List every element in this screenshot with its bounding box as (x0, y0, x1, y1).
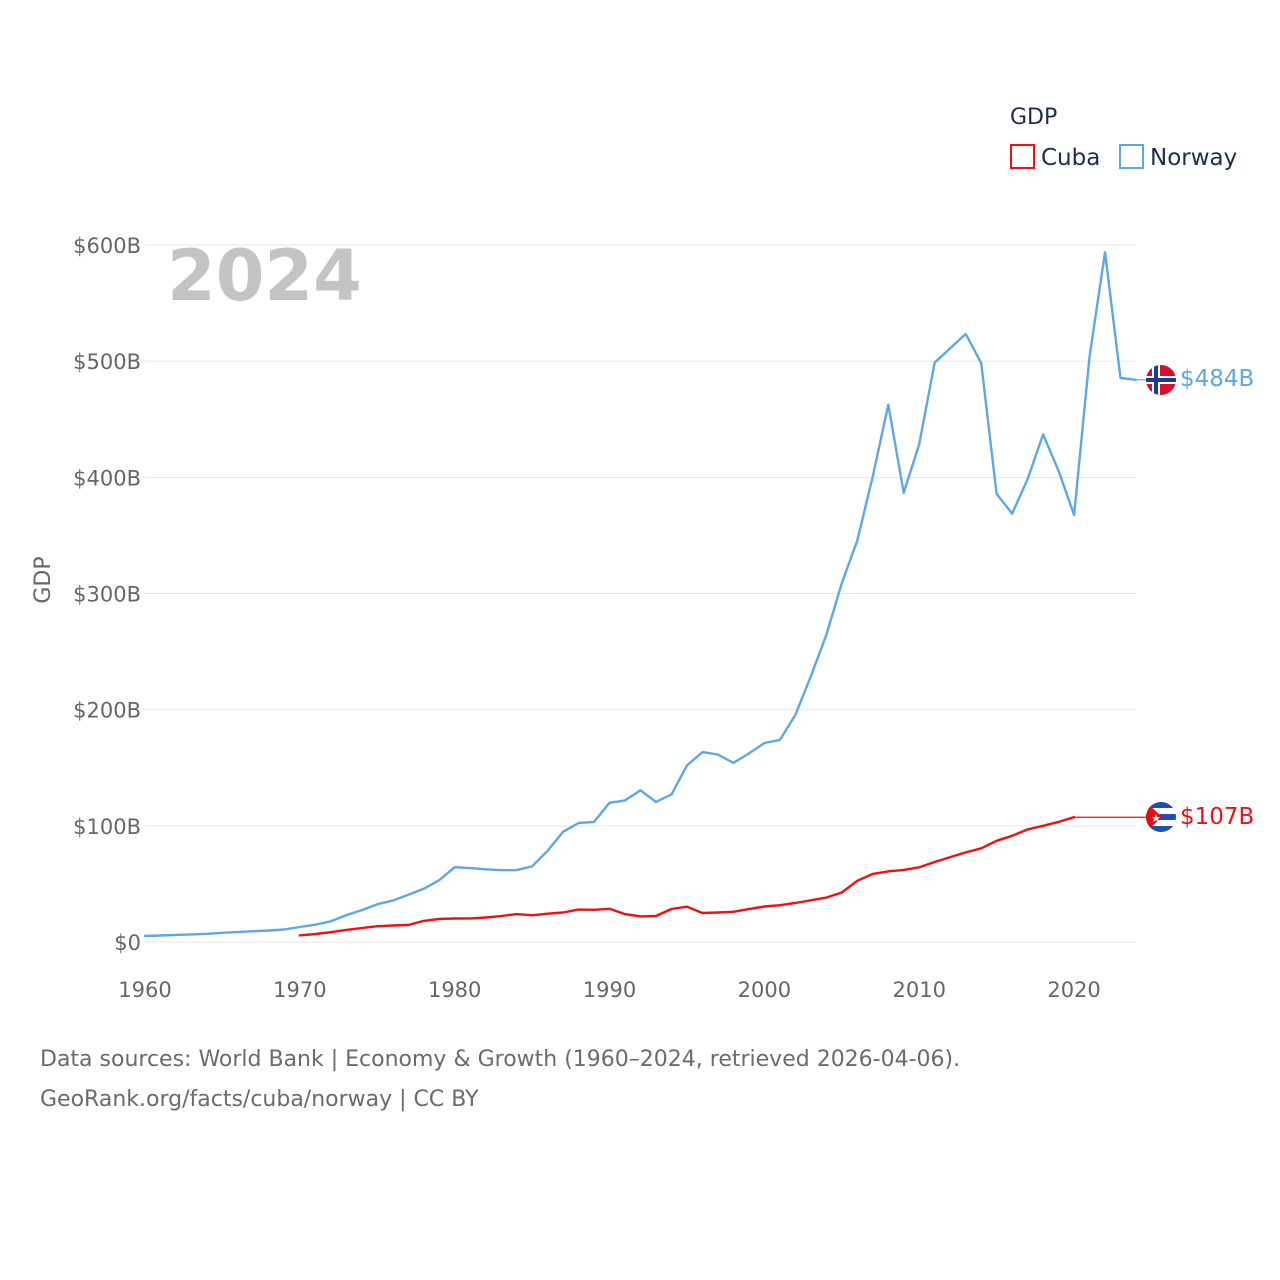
cuba-flag-icon: ★ (1146, 802, 1176, 832)
legend-item-norway[interactable]: Norway (1119, 144, 1237, 171)
legend-label-cuba: Cuba (1041, 145, 1100, 171)
y-tick-label: $200B (73, 699, 141, 723)
y-axis-title: GDP (31, 556, 56, 603)
y-tick-label: $0 (114, 931, 141, 955)
svg-text:★: ★ (1151, 812, 1161, 825)
series-line-cuba (298, 816, 1076, 937)
attribution-link[interactable]: GeoRank.org/facts/cuba/norway | CC BY (40, 1087, 479, 1112)
cuba-end-value: $107B (1180, 804, 1254, 830)
x-axis-ticks: 1960 1970 1980 1990 2000 2010 2020 (118, 978, 1101, 1002)
data-sources-text: Data sources: World Bank | Economy & Gro… (40, 1047, 961, 1072)
footer: Data sources: World Bank | Economy & Gro… (40, 1040, 1240, 1120)
x-tick-label: 1970 (273, 978, 326, 1002)
y-tick-label: $300B (73, 583, 141, 607)
gridlines (145, 244, 1136, 943)
series-line-norway (143, 251, 1138, 938)
current-year-label: 2024 (167, 235, 362, 317)
gdp-line-chart: GDP Cuba Norway GDP $0 $100B $200B $300B $40… (31, 105, 1254, 1002)
legend-label-norway: Norway (1150, 145, 1237, 171)
x-tick-label: 2020 (1047, 978, 1100, 1002)
norway-end-marker: $484B (1146, 365, 1254, 395)
series-lines (143, 251, 1146, 938)
y-axis-ticks: $0 $100B $200B $300B $400B $500B $600B (73, 234, 141, 955)
x-tick-label: 1960 (118, 978, 171, 1002)
legend-swatch-cuba (1010, 144, 1035, 169)
norway-flag-icon (1146, 365, 1176, 395)
y-tick-label: $500B (73, 350, 141, 374)
norway-end-value: $484B (1180, 366, 1254, 392)
x-tick-label: 2010 (892, 978, 945, 1002)
cuba-end-marker: ★ $107B (1146, 802, 1254, 832)
x-tick-label: 2000 (738, 978, 791, 1002)
x-tick-label: 1990 (583, 978, 636, 1002)
x-tick-label: 1980 (428, 978, 481, 1002)
legend-swatch-norway (1119, 144, 1144, 169)
y-tick-label: $100B (73, 815, 141, 839)
y-tick-label: $600B (73, 234, 141, 258)
legend-item-cuba[interactable]: Cuba (1010, 144, 1100, 171)
y-tick-label: $400B (73, 466, 141, 490)
legend-title: GDP (1010, 105, 1057, 130)
